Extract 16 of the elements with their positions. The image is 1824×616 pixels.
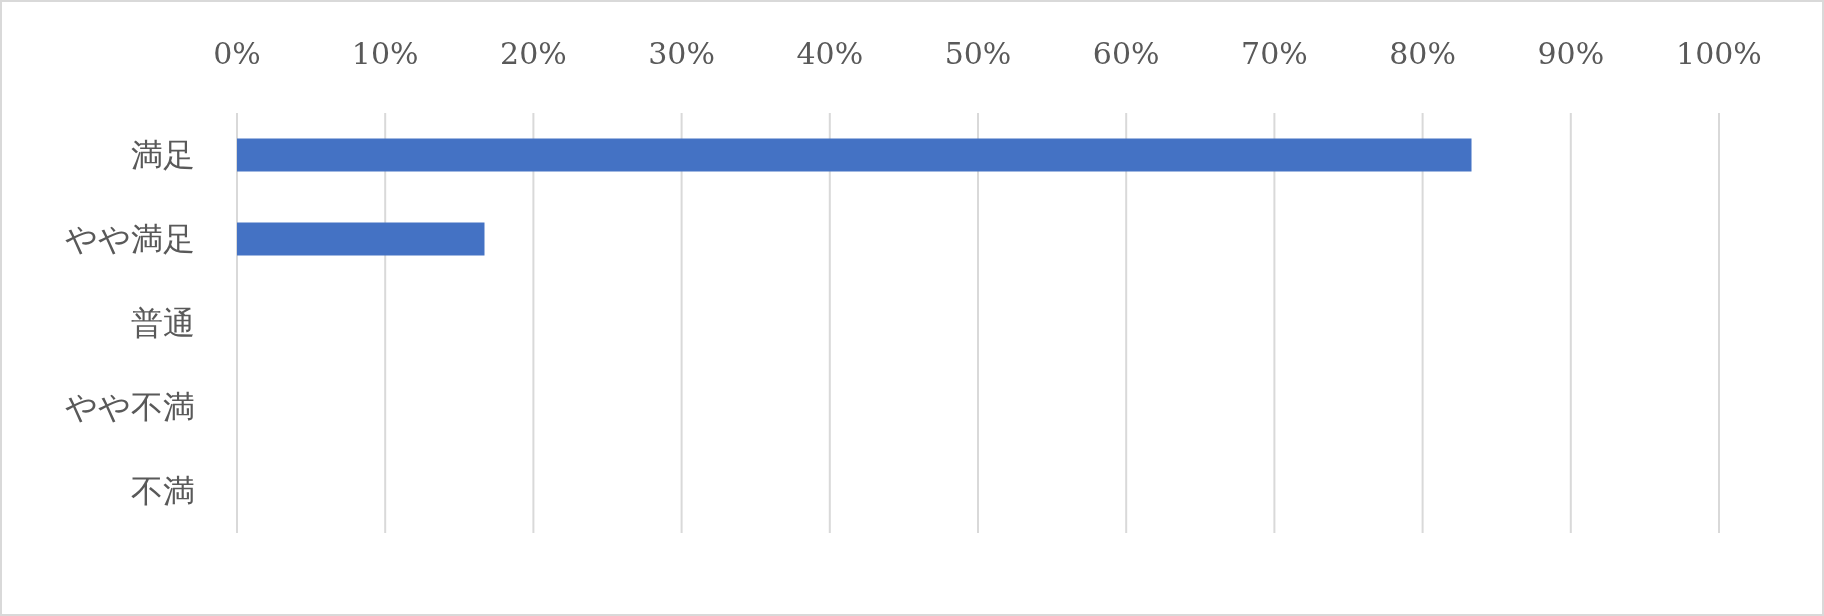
y-tick-label: 不満 [131,472,195,510]
y-tick-label: 満足 [131,136,195,174]
x-tick-label: 50% [944,36,1012,71]
x-tick-label: 20% [500,36,567,71]
x-tick-label: 60% [1092,36,1160,71]
x-tick-label: 10% [351,36,419,71]
y-tick-label: やや満足 [65,220,195,258]
x-tick-label: 90% [1537,36,1605,71]
x-tick-label: 30% [648,36,715,71]
y-tick-label: 普通 [131,304,195,342]
x-tick-label: 80% [1389,36,1456,71]
x-tick-label: 70% [1241,36,1308,71]
x-tick-label: 0% [213,36,261,71]
x-tick-label: 40% [796,36,864,71]
y-tick-label: やや不満 [65,388,195,426]
x-tick-label: 100% [1676,36,1762,71]
